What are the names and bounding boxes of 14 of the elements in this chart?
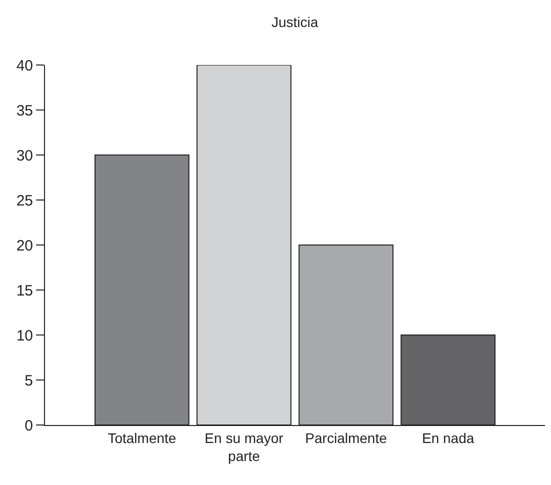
chart-title: Justicia (271, 14, 318, 30)
x-tick-label: Totalmente (108, 430, 176, 446)
y-tick-label: 5 (24, 372, 33, 390)
y-tick-label: 0 (24, 417, 33, 434)
y-tick-label: 20 (16, 237, 33, 254)
y-tick-label: 40 (16, 57, 33, 74)
x-tick-label: En nada (422, 430, 474, 446)
y-tick-label: 25 (16, 192, 33, 210)
y-tick-label: 35 (16, 102, 33, 120)
y-tick-label: 15 (16, 282, 33, 300)
x-tick-label: Parcialmente (305, 430, 388, 446)
y-tick-label: 30 (16, 147, 33, 164)
y-tick-label: 10 (16, 327, 33, 344)
x-tick-label: En su mayor parte (204, 430, 284, 464)
